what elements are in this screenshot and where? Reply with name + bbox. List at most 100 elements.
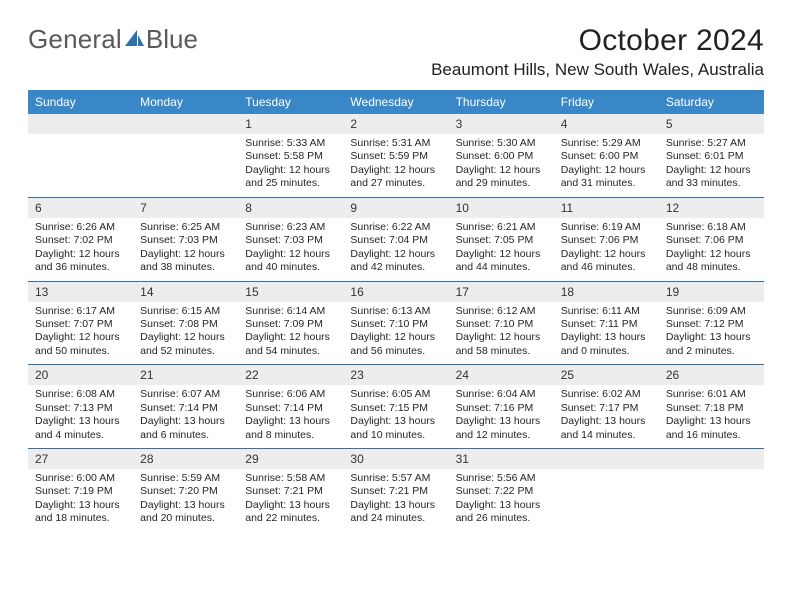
detail-line-dl2: and 0 minutes. bbox=[561, 345, 652, 358]
day-detail: Sunrise: 6:15 AMSunset: 7:08 PMDaylight:… bbox=[133, 302, 238, 359]
day-detail: Sunrise: 6:00 AMSunset: 7:19 PMDaylight:… bbox=[28, 469, 133, 526]
day-number: 20 bbox=[28, 365, 133, 385]
detail-line-dl2: and 29 minutes. bbox=[456, 177, 547, 190]
day-number bbox=[28, 114, 133, 134]
detail-line-ss: Sunset: 7:21 PM bbox=[350, 485, 441, 498]
detail-line-ss: Sunset: 7:10 PM bbox=[350, 318, 441, 331]
day-number: 28 bbox=[133, 449, 238, 469]
detail-line-dl1: Daylight: 12 hours bbox=[140, 248, 231, 261]
calendar-cell: 31Sunrise: 5:56 AMSunset: 7:22 PMDayligh… bbox=[449, 449, 554, 532]
calendar-cell: 22Sunrise: 6:06 AMSunset: 7:14 PMDayligh… bbox=[238, 365, 343, 448]
detail-line-sr: Sunrise: 6:13 AM bbox=[350, 305, 441, 318]
calendar-cell: 11Sunrise: 6:19 AMSunset: 7:06 PMDayligh… bbox=[554, 198, 659, 281]
detail-line-dl2: and 40 minutes. bbox=[245, 261, 336, 274]
calendar-cell: 12Sunrise: 6:18 AMSunset: 7:06 PMDayligh… bbox=[659, 198, 764, 281]
detail-line-sr: Sunrise: 6:22 AM bbox=[350, 221, 441, 234]
calendar-cell: 24Sunrise: 6:04 AMSunset: 7:16 PMDayligh… bbox=[449, 365, 554, 448]
calendar-cell: 6Sunrise: 6:26 AMSunset: 7:02 PMDaylight… bbox=[28, 198, 133, 281]
day-number: 12 bbox=[659, 198, 764, 218]
calendar-cell: 18Sunrise: 6:11 AMSunset: 7:11 PMDayligh… bbox=[554, 282, 659, 365]
day-detail: Sunrise: 5:59 AMSunset: 7:20 PMDaylight:… bbox=[133, 469, 238, 526]
detail-line-dl2: and 38 minutes. bbox=[140, 261, 231, 274]
detail-line-sr: Sunrise: 6:17 AM bbox=[35, 305, 126, 318]
week-row: 1Sunrise: 5:33 AMSunset: 5:58 PMDaylight… bbox=[28, 114, 764, 198]
calendar-cell: 10Sunrise: 6:21 AMSunset: 7:05 PMDayligh… bbox=[449, 198, 554, 281]
day-of-week-header: Sunday bbox=[28, 90, 133, 114]
detail-line-sr: Sunrise: 6:00 AM bbox=[35, 472, 126, 485]
detail-line-dl1: Daylight: 12 hours bbox=[666, 164, 757, 177]
calendar-cell bbox=[554, 449, 659, 532]
detail-line-dl1: Daylight: 12 hours bbox=[35, 331, 126, 344]
detail-line-dl1: Daylight: 13 hours bbox=[140, 415, 231, 428]
detail-line-ss: Sunset: 7:15 PM bbox=[350, 402, 441, 415]
day-detail: Sunrise: 5:30 AMSunset: 6:00 PMDaylight:… bbox=[449, 134, 554, 191]
detail-line-sr: Sunrise: 6:08 AM bbox=[35, 388, 126, 401]
detail-line-ss: Sunset: 6:00 PM bbox=[456, 150, 547, 163]
day-number: 25 bbox=[554, 365, 659, 385]
calendar: SundayMondayTuesdayWednesdayThursdayFrid… bbox=[28, 90, 764, 532]
detail-line-dl2: and 6 minutes. bbox=[140, 429, 231, 442]
calendar-cell bbox=[659, 449, 764, 532]
calendar-cell: 3Sunrise: 5:30 AMSunset: 6:00 PMDaylight… bbox=[449, 114, 554, 197]
brand-part1: General bbox=[28, 24, 122, 55]
location-text: Beaumont Hills, New South Wales, Austral… bbox=[431, 60, 764, 80]
day-number: 10 bbox=[449, 198, 554, 218]
day-detail: Sunrise: 6:14 AMSunset: 7:09 PMDaylight:… bbox=[238, 302, 343, 359]
detail-line-ss: Sunset: 7:07 PM bbox=[35, 318, 126, 331]
day-number: 18 bbox=[554, 282, 659, 302]
calendar-cell: 14Sunrise: 6:15 AMSunset: 7:08 PMDayligh… bbox=[133, 282, 238, 365]
day-of-week-header: Friday bbox=[554, 90, 659, 114]
day-detail: Sunrise: 6:17 AMSunset: 7:07 PMDaylight:… bbox=[28, 302, 133, 359]
detail-line-sr: Sunrise: 6:23 AM bbox=[245, 221, 336, 234]
detail-line-dl2: and 54 minutes. bbox=[245, 345, 336, 358]
day-number bbox=[554, 449, 659, 469]
week-row: 20Sunrise: 6:08 AMSunset: 7:13 PMDayligh… bbox=[28, 365, 764, 449]
month-title: October 2024 bbox=[431, 24, 764, 58]
day-number: 30 bbox=[343, 449, 448, 469]
detail-line-dl2: and 56 minutes. bbox=[350, 345, 441, 358]
detail-line-dl1: Daylight: 12 hours bbox=[350, 164, 441, 177]
day-number: 21 bbox=[133, 365, 238, 385]
detail-line-dl1: Daylight: 13 hours bbox=[140, 499, 231, 512]
day-number: 13 bbox=[28, 282, 133, 302]
detail-line-dl2: and 24 minutes. bbox=[350, 512, 441, 525]
detail-line-sr: Sunrise: 6:11 AM bbox=[561, 305, 652, 318]
detail-line-sr: Sunrise: 6:02 AM bbox=[561, 388, 652, 401]
day-number: 26 bbox=[659, 365, 764, 385]
detail-line-dl1: Daylight: 13 hours bbox=[456, 499, 547, 512]
detail-line-ss: Sunset: 7:22 PM bbox=[456, 485, 547, 498]
detail-line-dl2: and 33 minutes. bbox=[666, 177, 757, 190]
day-detail: Sunrise: 6:13 AMSunset: 7:10 PMDaylight:… bbox=[343, 302, 448, 359]
day-number: 11 bbox=[554, 198, 659, 218]
sail-icon bbox=[123, 24, 145, 55]
detail-line-sr: Sunrise: 6:21 AM bbox=[456, 221, 547, 234]
day-number: 3 bbox=[449, 114, 554, 134]
detail-line-dl2: and 25 minutes. bbox=[245, 177, 336, 190]
detail-line-ss: Sunset: 5:59 PM bbox=[350, 150, 441, 163]
day-number: 14 bbox=[133, 282, 238, 302]
detail-line-dl1: Daylight: 12 hours bbox=[35, 248, 126, 261]
brand-logo: General Blue bbox=[28, 24, 198, 55]
day-number: 15 bbox=[238, 282, 343, 302]
day-detail: Sunrise: 5:33 AMSunset: 5:58 PMDaylight:… bbox=[238, 134, 343, 191]
day-detail: Sunrise: 5:58 AMSunset: 7:21 PMDaylight:… bbox=[238, 469, 343, 526]
calendar-cell: 7Sunrise: 6:25 AMSunset: 7:03 PMDaylight… bbox=[133, 198, 238, 281]
detail-line-dl2: and 58 minutes. bbox=[456, 345, 547, 358]
detail-line-ss: Sunset: 7:03 PM bbox=[140, 234, 231, 247]
detail-line-sr: Sunrise: 5:59 AM bbox=[140, 472, 231, 485]
day-number: 17 bbox=[449, 282, 554, 302]
detail-line-dl1: Daylight: 13 hours bbox=[245, 415, 336, 428]
day-number: 31 bbox=[449, 449, 554, 469]
detail-line-ss: Sunset: 7:14 PM bbox=[140, 402, 231, 415]
calendar-cell bbox=[28, 114, 133, 197]
day-number: 29 bbox=[238, 449, 343, 469]
calendar-cell: 4Sunrise: 5:29 AMSunset: 6:00 PMDaylight… bbox=[554, 114, 659, 197]
header: General Blue October 2024 Beaumont Hills… bbox=[28, 24, 764, 80]
detail-line-ss: Sunset: 6:00 PM bbox=[561, 150, 652, 163]
detail-line-ss: Sunset: 6:01 PM bbox=[666, 150, 757, 163]
day-detail: Sunrise: 5:56 AMSunset: 7:22 PMDaylight:… bbox=[449, 469, 554, 526]
day-of-week-row: SundayMondayTuesdayWednesdayThursdayFrid… bbox=[28, 90, 764, 114]
detail-line-ss: Sunset: 7:17 PM bbox=[561, 402, 652, 415]
detail-line-dl1: Daylight: 13 hours bbox=[456, 415, 547, 428]
day-of-week-header: Saturday bbox=[659, 90, 764, 114]
